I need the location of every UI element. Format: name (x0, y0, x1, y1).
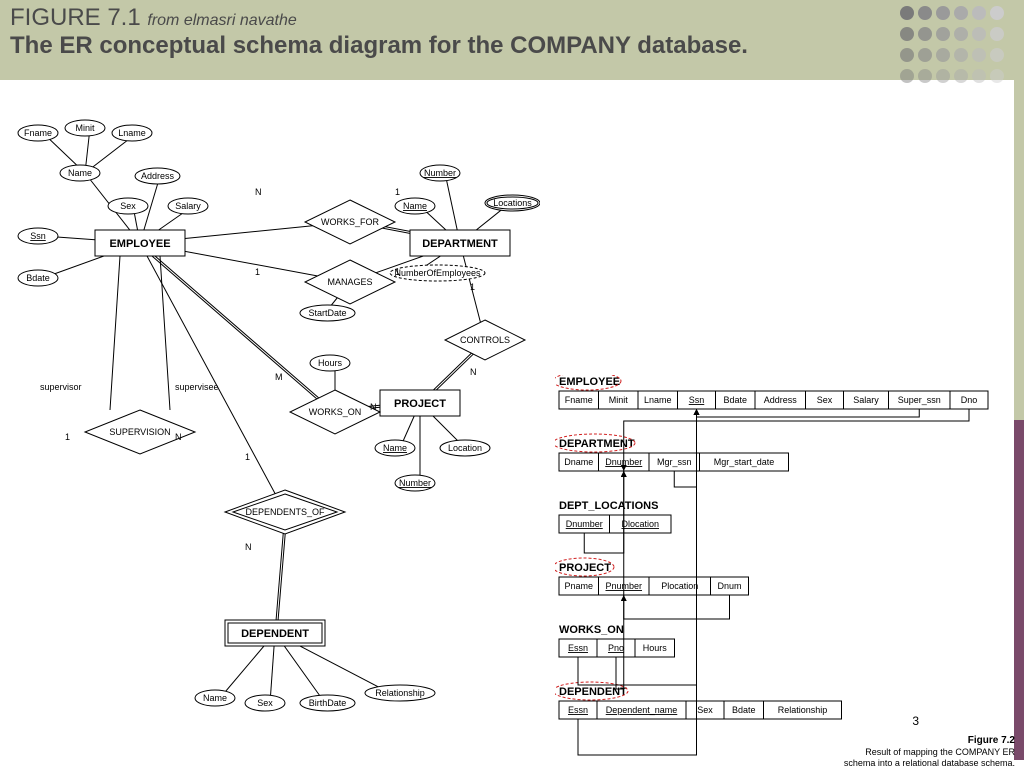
svg-text:Salary: Salary (853, 395, 879, 405)
svg-text:1: 1 (65, 432, 70, 442)
svg-text:Minit: Minit (609, 395, 629, 405)
svg-text:Name: Name (203, 693, 227, 703)
svg-text:Essn: Essn (568, 705, 588, 715)
figure-label: FIGURE 7.1 from elmasri navathe (10, 4, 1014, 32)
svg-text:Fname: Fname (565, 395, 593, 405)
svg-text:Mgr_ssn: Mgr_ssn (657, 457, 692, 467)
svg-text:Fname: Fname (24, 128, 52, 138)
svg-text:Bdate: Bdate (723, 395, 747, 405)
svg-text:Ssn: Ssn (689, 395, 705, 405)
figure-number: FIGURE 7.1 (10, 4, 141, 31)
svg-text:Hours: Hours (643, 643, 668, 653)
svg-text:Dnum: Dnum (717, 581, 741, 591)
svg-text:BirthDate: BirthDate (309, 698, 347, 708)
svg-text:Essn: Essn (568, 643, 588, 653)
svg-text:Address: Address (764, 395, 798, 405)
svg-text:Number: Number (399, 478, 431, 488)
svg-text:DEPENDENT: DEPENDENT (241, 628, 309, 640)
svg-text:1: 1 (255, 267, 260, 277)
svg-text:StartDate: StartDate (308, 308, 346, 318)
svg-text:NumberOfEmployees: NumberOfEmployees (394, 268, 481, 278)
svg-text:Name: Name (68, 168, 92, 178)
svg-text:N: N (470, 367, 477, 377)
svg-text:CONTROLS: CONTROLS (460, 335, 510, 345)
svg-text:DEPENDENT: DEPENDENT (559, 686, 627, 698)
svg-text:Bdate: Bdate (26, 273, 50, 283)
svg-text:DEPENDENTS_OF: DEPENDENTS_OF (245, 507, 325, 517)
svg-text:Result of mapping the COMPANY: Result of mapping the COMPANY ER (865, 747, 1015, 757)
svg-text:Dlocation: Dlocation (621, 519, 659, 529)
svg-text:Relationship: Relationship (375, 688, 425, 698)
svg-text:Plocation: Plocation (661, 581, 698, 591)
svg-text:Number: Number (424, 168, 456, 178)
page-number: 3 (912, 714, 919, 728)
svg-text:M: M (275, 372, 283, 382)
svg-text:1: 1 (470, 282, 475, 292)
svg-text:supervisor: supervisor (40, 382, 82, 392)
svg-text:N: N (255, 187, 262, 197)
svg-text:Dno: Dno (961, 395, 978, 405)
svg-text:N: N (175, 432, 182, 442)
figure-title: The ER conceptual schema diagram for the… (10, 32, 1014, 60)
decorative-dots (898, 4, 1006, 88)
relational-schema: EMPLOYEE Fname Minit Lname Ssn Bdate Address Se… (555, 375, 1024, 768)
svg-text:1: 1 (245, 452, 250, 462)
svg-text:Pname: Pname (564, 581, 593, 591)
svg-text:WORKS_ON: WORKS_ON (559, 624, 624, 636)
svg-text:Sex: Sex (257, 698, 273, 708)
svg-text:Location: Location (448, 443, 482, 453)
svg-text:N: N (245, 542, 252, 552)
svg-text:Sex: Sex (817, 395, 833, 405)
svg-text:Lname: Lname (118, 128, 146, 138)
svg-text:Dependent_name: Dependent_name (606, 705, 678, 715)
svg-text:EMPLOYEE: EMPLOYEE (109, 238, 170, 250)
svg-text:schema into a relational datab: schema into a relational database schema… (844, 758, 1015, 768)
figure-source: from elmasri navathe (147, 12, 296, 29)
svg-text:Address: Address (141, 171, 175, 181)
svg-text:1: 1 (395, 187, 400, 197)
svg-text:SUPERVISION: SUPERVISION (109, 427, 170, 437)
svg-text:EMPLOYEE: EMPLOYEE (559, 376, 620, 388)
svg-text:supervisee: supervisee (175, 382, 219, 392)
svg-text:Salary: Salary (175, 201, 201, 211)
svg-text:MANAGES: MANAGES (327, 277, 372, 287)
er-diagram: EMPLOYEE DEPARTMENT PROJECT DEPENDENT WORKS_… (0, 80, 540, 730)
svg-text:Bdate: Bdate (732, 705, 756, 715)
svg-text:PROJECT: PROJECT (394, 398, 446, 410)
svg-text:1: 1 (395, 267, 400, 277)
svg-text:Figure 7.2: Figure 7.2 (968, 735, 1016, 746)
svg-text:Dname: Dname (564, 457, 593, 467)
svg-text:PROJECT: PROJECT (559, 562, 611, 574)
svg-text:Dnumber: Dnumber (566, 519, 603, 529)
slide-header: FIGURE 7.1 from elmasri navathe The ER c… (0, 0, 1024, 80)
svg-text:N: N (370, 402, 377, 412)
svg-text:Ssn: Ssn (30, 231, 46, 241)
svg-text:WORKS_FOR: WORKS_FOR (321, 217, 380, 227)
svg-text:Sex: Sex (120, 201, 136, 211)
svg-text:Minit: Minit (75, 123, 95, 133)
svg-text:DEPARTMENT: DEPARTMENT (422, 238, 498, 250)
svg-text:Sex: Sex (697, 705, 713, 715)
svg-text:Locations: Locations (493, 198, 532, 208)
svg-text:Name: Name (403, 201, 427, 211)
svg-text:WORKS_ON: WORKS_ON (309, 407, 362, 417)
svg-text:Hours: Hours (318, 358, 343, 368)
svg-text:Relationship: Relationship (778, 705, 828, 715)
svg-text:Mgr_start_date: Mgr_start_date (714, 457, 775, 467)
svg-text:Lname: Lname (644, 395, 672, 405)
diagram-stage: EMPLOYEE DEPARTMENT PROJECT DEPENDENT WORKS_… (0, 80, 1024, 768)
svg-text:DEPT_LOCATIONS: DEPT_LOCATIONS (559, 500, 658, 512)
svg-text:Super_ssn: Super_ssn (898, 395, 941, 405)
svg-text:Pno: Pno (608, 643, 624, 653)
svg-text:Name: Name (383, 443, 407, 453)
